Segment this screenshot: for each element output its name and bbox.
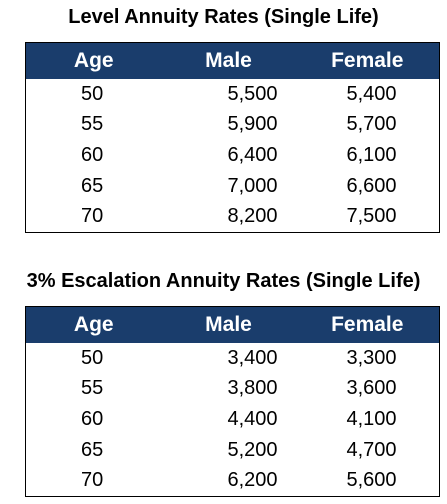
male-header: Male — [161, 42, 296, 79]
table-header-row: Age Male Female — [25, 42, 440, 79]
female-rate-cell: 3,300 — [295, 343, 440, 374]
male-rate-cell: 4,400 — [161, 404, 296, 435]
table-row: 55 3,800 3,600 — [25, 373, 440, 405]
male-rate-cell: 5,900 — [161, 109, 296, 141]
table-row: 55 5,900 5,700 — [25, 109, 440, 141]
escalation-annuity-table: Age Male Female 50 3,400 3,300 55 3,800 … — [25, 306, 440, 497]
female-rate-cell: 4,100 — [295, 404, 440, 435]
age-cell: 65 — [25, 170, 162, 202]
male-rate-cell: 6,400 — [161, 140, 296, 171]
female-rate-cell: 6,100 — [295, 140, 440, 171]
female-rate-cell: 6,600 — [295, 170, 440, 202]
table-row: 60 6,400 6,100 — [25, 140, 440, 171]
male-rate-cell: 5,200 — [161, 434, 296, 466]
age-cell: 70 — [25, 201, 162, 233]
age-cell: 65 — [25, 434, 162, 466]
female-rate-cell: 5,600 — [295, 465, 440, 497]
male-rate-cell: 3,800 — [161, 373, 296, 405]
age-cell: 50 — [25, 343, 162, 374]
female-header: Female — [295, 42, 440, 79]
age-cell: 60 — [25, 404, 162, 435]
escalation-annuity-title: 3% Escalation Annuity Rates (Single Life… — [26, 270, 421, 292]
level-annuity-title: Level Annuity Rates (Single Life) — [68, 6, 379, 28]
male-rate-cell: 5,500 — [161, 79, 296, 110]
male-rate-cell: 7,000 — [161, 170, 296, 202]
table-row: 65 5,200 4,700 — [25, 434, 440, 466]
male-rate-cell: 6,200 — [161, 465, 296, 497]
table-row: 50 5,500 5,400 — [25, 79, 440, 110]
female-rate-cell: 7,500 — [295, 201, 440, 233]
male-header: Male — [161, 306, 296, 343]
female-rate-cell: 5,700 — [295, 109, 440, 141]
age-header: Age — [25, 306, 162, 343]
age-cell: 70 — [25, 465, 162, 497]
female-rate-cell: 3,600 — [295, 373, 440, 405]
table-row: 50 3,400 3,300 — [25, 343, 440, 374]
table-row: 70 8,200 7,500 — [25, 201, 440, 233]
age-cell: 60 — [25, 140, 162, 171]
male-rate-cell: 8,200 — [161, 201, 296, 233]
age-header: Age — [25, 42, 162, 79]
female-rate-cell: 4,700 — [295, 434, 440, 466]
male-rate-cell: 3,400 — [161, 343, 296, 374]
age-cell: 55 — [25, 373, 162, 405]
age-cell: 50 — [25, 79, 162, 110]
female-header: Female — [295, 306, 440, 343]
table-row: 65 7,000 6,600 — [25, 170, 440, 202]
age-cell: 55 — [25, 109, 162, 141]
table-header-row: Age Male Female — [25, 306, 440, 343]
level-annuity-table: Age Male Female 50 5,500 5,400 55 5,900 … — [25, 42, 440, 233]
table-row: 70 6,200 5,600 — [25, 465, 440, 497]
female-rate-cell: 5,400 — [295, 79, 440, 110]
table-row: 60 4,400 4,100 — [25, 404, 440, 435]
